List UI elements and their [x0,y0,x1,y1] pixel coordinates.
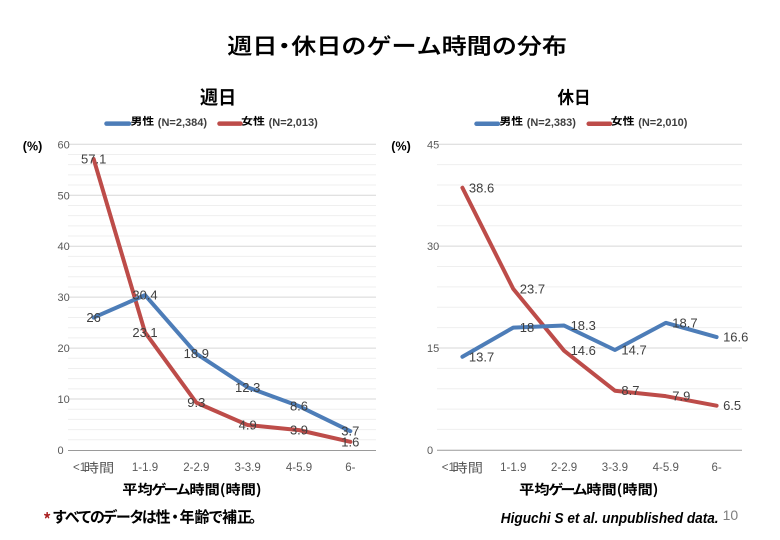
svg-text:(N=2,384): (N=2,384) [158,117,208,129]
svg-text:14.6: 14.6 [571,343,596,358]
svg-text:18.7: 18.7 [672,315,697,330]
svg-text:8.7: 8.7 [621,383,639,398]
svg-text:1-1.9: 1-1.9 [132,462,158,474]
svg-text:20: 20 [58,343,70,355]
svg-text:13.7: 13.7 [469,349,494,364]
svg-text:(N=2,013): (N=2,013) [269,117,319,129]
svg-text:<1: <1 [73,462,86,474]
svg-text:14.7: 14.7 [621,343,646,358]
svg-text:10: 10 [723,507,739,523]
svg-text:(%): (%) [23,140,42,154]
svg-text:2-2.9: 2-2.9 [183,462,209,474]
svg-text:0: 0 [427,445,433,457]
svg-text:60: 60 [58,139,70,151]
svg-text:50: 50 [58,190,70,202]
svg-text:18.3: 18.3 [571,318,596,333]
svg-text:12.3: 12.3 [235,380,260,395]
svg-text:(N=2,010): (N=2,010) [638,117,688,129]
svg-text:38.6: 38.6 [469,180,494,195]
svg-text:1.6: 1.6 [341,434,359,449]
svg-text:3.7: 3.7 [341,424,359,439]
svg-text:6-: 6- [711,462,721,474]
svg-text:0: 0 [58,445,64,457]
svg-text:16.6: 16.6 [723,330,748,345]
svg-text:6-: 6- [345,462,355,474]
svg-text:10: 10 [58,394,70,406]
svg-text:Higuchi S et al. unpublished d: Higuchi S et al. unpublished data. [501,511,719,527]
svg-text:2-2.9: 2-2.9 [551,462,577,474]
svg-text:7.9: 7.9 [672,389,690,404]
svg-text:30: 30 [427,241,439,253]
svg-text:23.1: 23.1 [132,325,157,340]
svg-text:9.3: 9.3 [187,395,205,410]
svg-text:(N=2,383): (N=2,383) [527,117,577,129]
svg-text:4-5.9: 4-5.9 [653,462,679,474]
svg-text:(%): (%) [391,140,410,154]
svg-text:40: 40 [58,241,70,253]
svg-text:30.4: 30.4 [132,288,157,303]
svg-text:18: 18 [520,320,534,335]
svg-text:18.9: 18.9 [184,346,209,361]
svg-text:3-3.9: 3-3.9 [602,462,628,474]
svg-text:6.5: 6.5 [723,398,741,413]
svg-text:30: 30 [58,292,70,304]
svg-text:8.6: 8.6 [290,399,308,414]
svg-text:<1: <1 [442,462,455,474]
svg-text:45: 45 [427,139,439,151]
svg-text:3.9: 3.9 [290,423,308,438]
svg-text:4.9: 4.9 [239,418,257,433]
svg-text:23.7: 23.7 [520,281,545,296]
svg-text:1-1.9: 1-1.9 [500,462,526,474]
svg-text:26: 26 [86,310,100,325]
svg-text:15: 15 [427,343,439,355]
svg-text:57.1: 57.1 [81,152,106,167]
svg-text:4-5.9: 4-5.9 [286,462,312,474]
svg-text:3-3.9: 3-3.9 [235,462,261,474]
